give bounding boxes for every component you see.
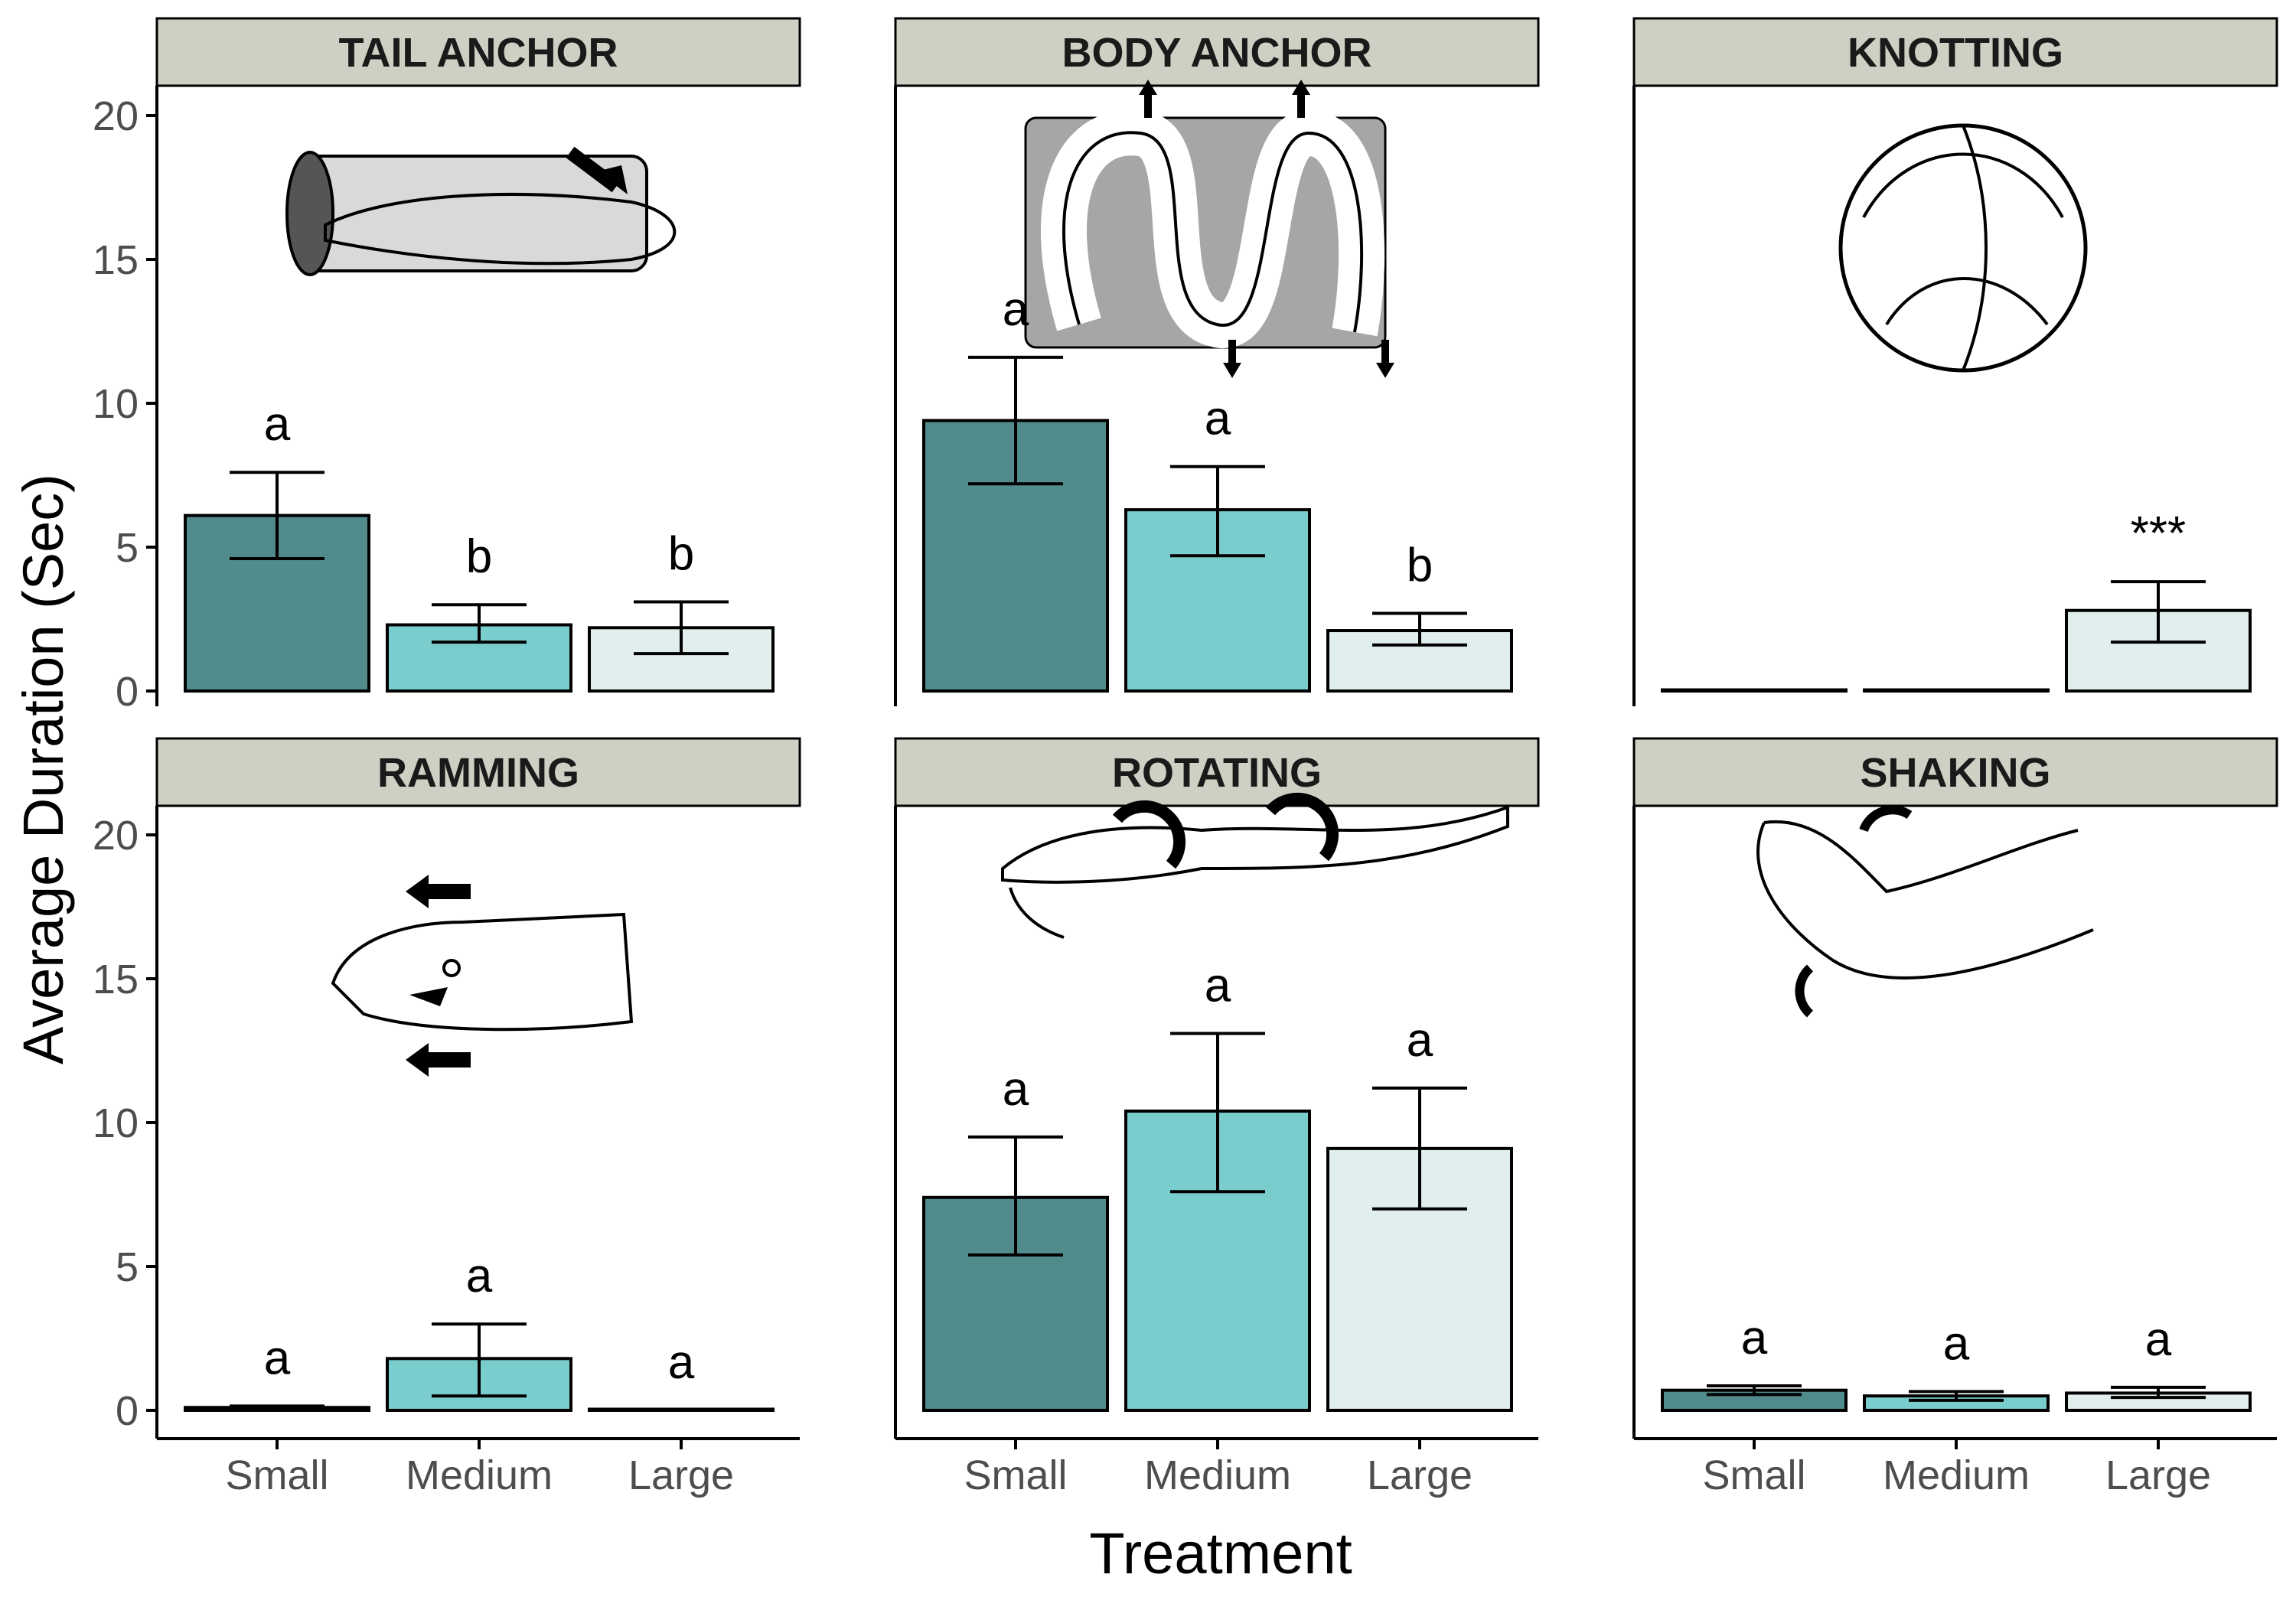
strip-title: KNOTTING <box>1848 30 2063 76</box>
significance-label: a <box>1943 1318 1970 1371</box>
strip-header <box>894 17 1540 87</box>
arrow-icon <box>566 146 621 193</box>
significance-label: a <box>1205 393 1231 445</box>
significance-label: *** <box>2131 507 2186 560</box>
x-axis-label: Treatment <box>1089 1521 1352 1586</box>
strip-header <box>894 737 1540 807</box>
arrow-head-icon <box>1139 80 1157 95</box>
y-tick-label: 10 <box>93 1100 139 1146</box>
strip-title: ROTATING <box>1112 750 1322 796</box>
panel-rotating: ROTATING a Small a Medium a Large <box>894 737 1540 1498</box>
panel-body-anchor: BODY ANCHOR a a b <box>894 17 1540 706</box>
strip-title: TAIL ANCHOR <box>339 30 618 76</box>
arrow-head-icon <box>406 1043 429 1077</box>
significance-label: a <box>1003 1063 1029 1116</box>
rotation-arrow-icon <box>1795 964 1814 1018</box>
significance-label: a <box>1407 1014 1433 1067</box>
x-tick-label: Large <box>628 1452 734 1498</box>
y-tick-label: 15 <box>93 957 139 1002</box>
rotation-arrow-icon <box>1859 805 1913 833</box>
tube-opening <box>285 151 334 276</box>
significance-label: a <box>1741 1312 1768 1364</box>
eel-body-outline <box>1062 131 1364 333</box>
facet-panels: TAIL ANCHOR 0 5 10 15 20 a b b BODY ANCHOR a a b KNOT… <box>93 17 2278 1498</box>
y-tick-label: 15 <box>93 237 139 283</box>
significance-label: a <box>466 1250 493 1302</box>
strip-title: BODY ANCHOR <box>1062 30 1371 76</box>
bar-small <box>1661 688 1848 693</box>
knot-loop <box>1962 125 1988 371</box>
x-tick-label: Medium <box>406 1452 553 1498</box>
x-tick-label: Small <box>225 1452 328 1498</box>
knot-outline <box>1838 123 2088 373</box>
significance-label: b <box>466 530 492 583</box>
eel-head-outline <box>331 912 634 1032</box>
y-tick-label: 5 <box>116 525 139 571</box>
knot-loop <box>1862 152 2064 218</box>
significance-label: a <box>264 398 291 451</box>
y-tick-label: 5 <box>116 1244 139 1290</box>
eel-body-outline <box>1001 805 1509 884</box>
bar-medium <box>1863 688 2050 693</box>
x-tick-label: Large <box>2105 1452 2211 1498</box>
y-tick-label: 20 <box>93 813 139 859</box>
y-tick-label: 0 <box>116 669 139 715</box>
strip-header <box>1632 737 2278 807</box>
strip-title: RAMMING <box>377 750 579 796</box>
x-tick-label: Medium <box>1883 1452 2030 1498</box>
significance-label: a <box>2145 1313 2172 1366</box>
arrow-head-icon <box>1223 363 1241 378</box>
panel-knotting: KNOTTING *** <box>1632 17 2278 706</box>
x-tick-label: Large <box>1367 1452 1473 1498</box>
significance-label: b <box>668 527 694 580</box>
significance-label: a <box>668 1336 695 1389</box>
y-tick-label: 20 <box>93 93 139 139</box>
y-tick-label: 0 <box>116 1388 139 1434</box>
eel-head-outline <box>1756 820 2094 980</box>
arrow-head-icon <box>1292 80 1310 95</box>
x-tick-label: Small <box>964 1452 1067 1498</box>
significance-label: b <box>1407 539 1433 592</box>
strip-header <box>1632 17 2278 87</box>
strip-header <box>155 737 801 807</box>
barbel-lines <box>1009 887 1065 939</box>
x-tick-label: Small <box>1702 1452 1805 1498</box>
arrow-head-icon <box>406 875 429 908</box>
significance-label: a <box>1205 959 1231 1012</box>
rotation-arrow-icon <box>1265 792 1339 862</box>
eel-body-outline <box>324 193 677 266</box>
panel-ramming: RAMMING 0 5 10 15 20 a Small a Medium a Large <box>93 737 801 1498</box>
panel-shaking: SHAKING a Small a Medium a Large <box>1632 737 2278 1498</box>
y-tick-label: 10 <box>93 381 139 427</box>
eye-icon <box>442 959 461 977</box>
strip-header <box>155 17 801 87</box>
bar-large <box>588 1407 775 1412</box>
mouth-shape <box>409 987 448 1006</box>
arrow-head-icon <box>1376 363 1394 378</box>
significance-label: a <box>264 1332 291 1384</box>
significance-label: a <box>1003 283 1029 336</box>
rotation-arrow-icon <box>1112 800 1186 869</box>
panel-tail-anchor: TAIL ANCHOR 0 5 10 15 20 a b b <box>93 17 801 715</box>
knot-loop <box>1885 277 2049 326</box>
x-tick-label: Medium <box>1144 1452 1291 1498</box>
y-axis-label: Average Duration (Sec) <box>11 474 75 1064</box>
strip-title: SHAKING <box>1860 750 2050 796</box>
